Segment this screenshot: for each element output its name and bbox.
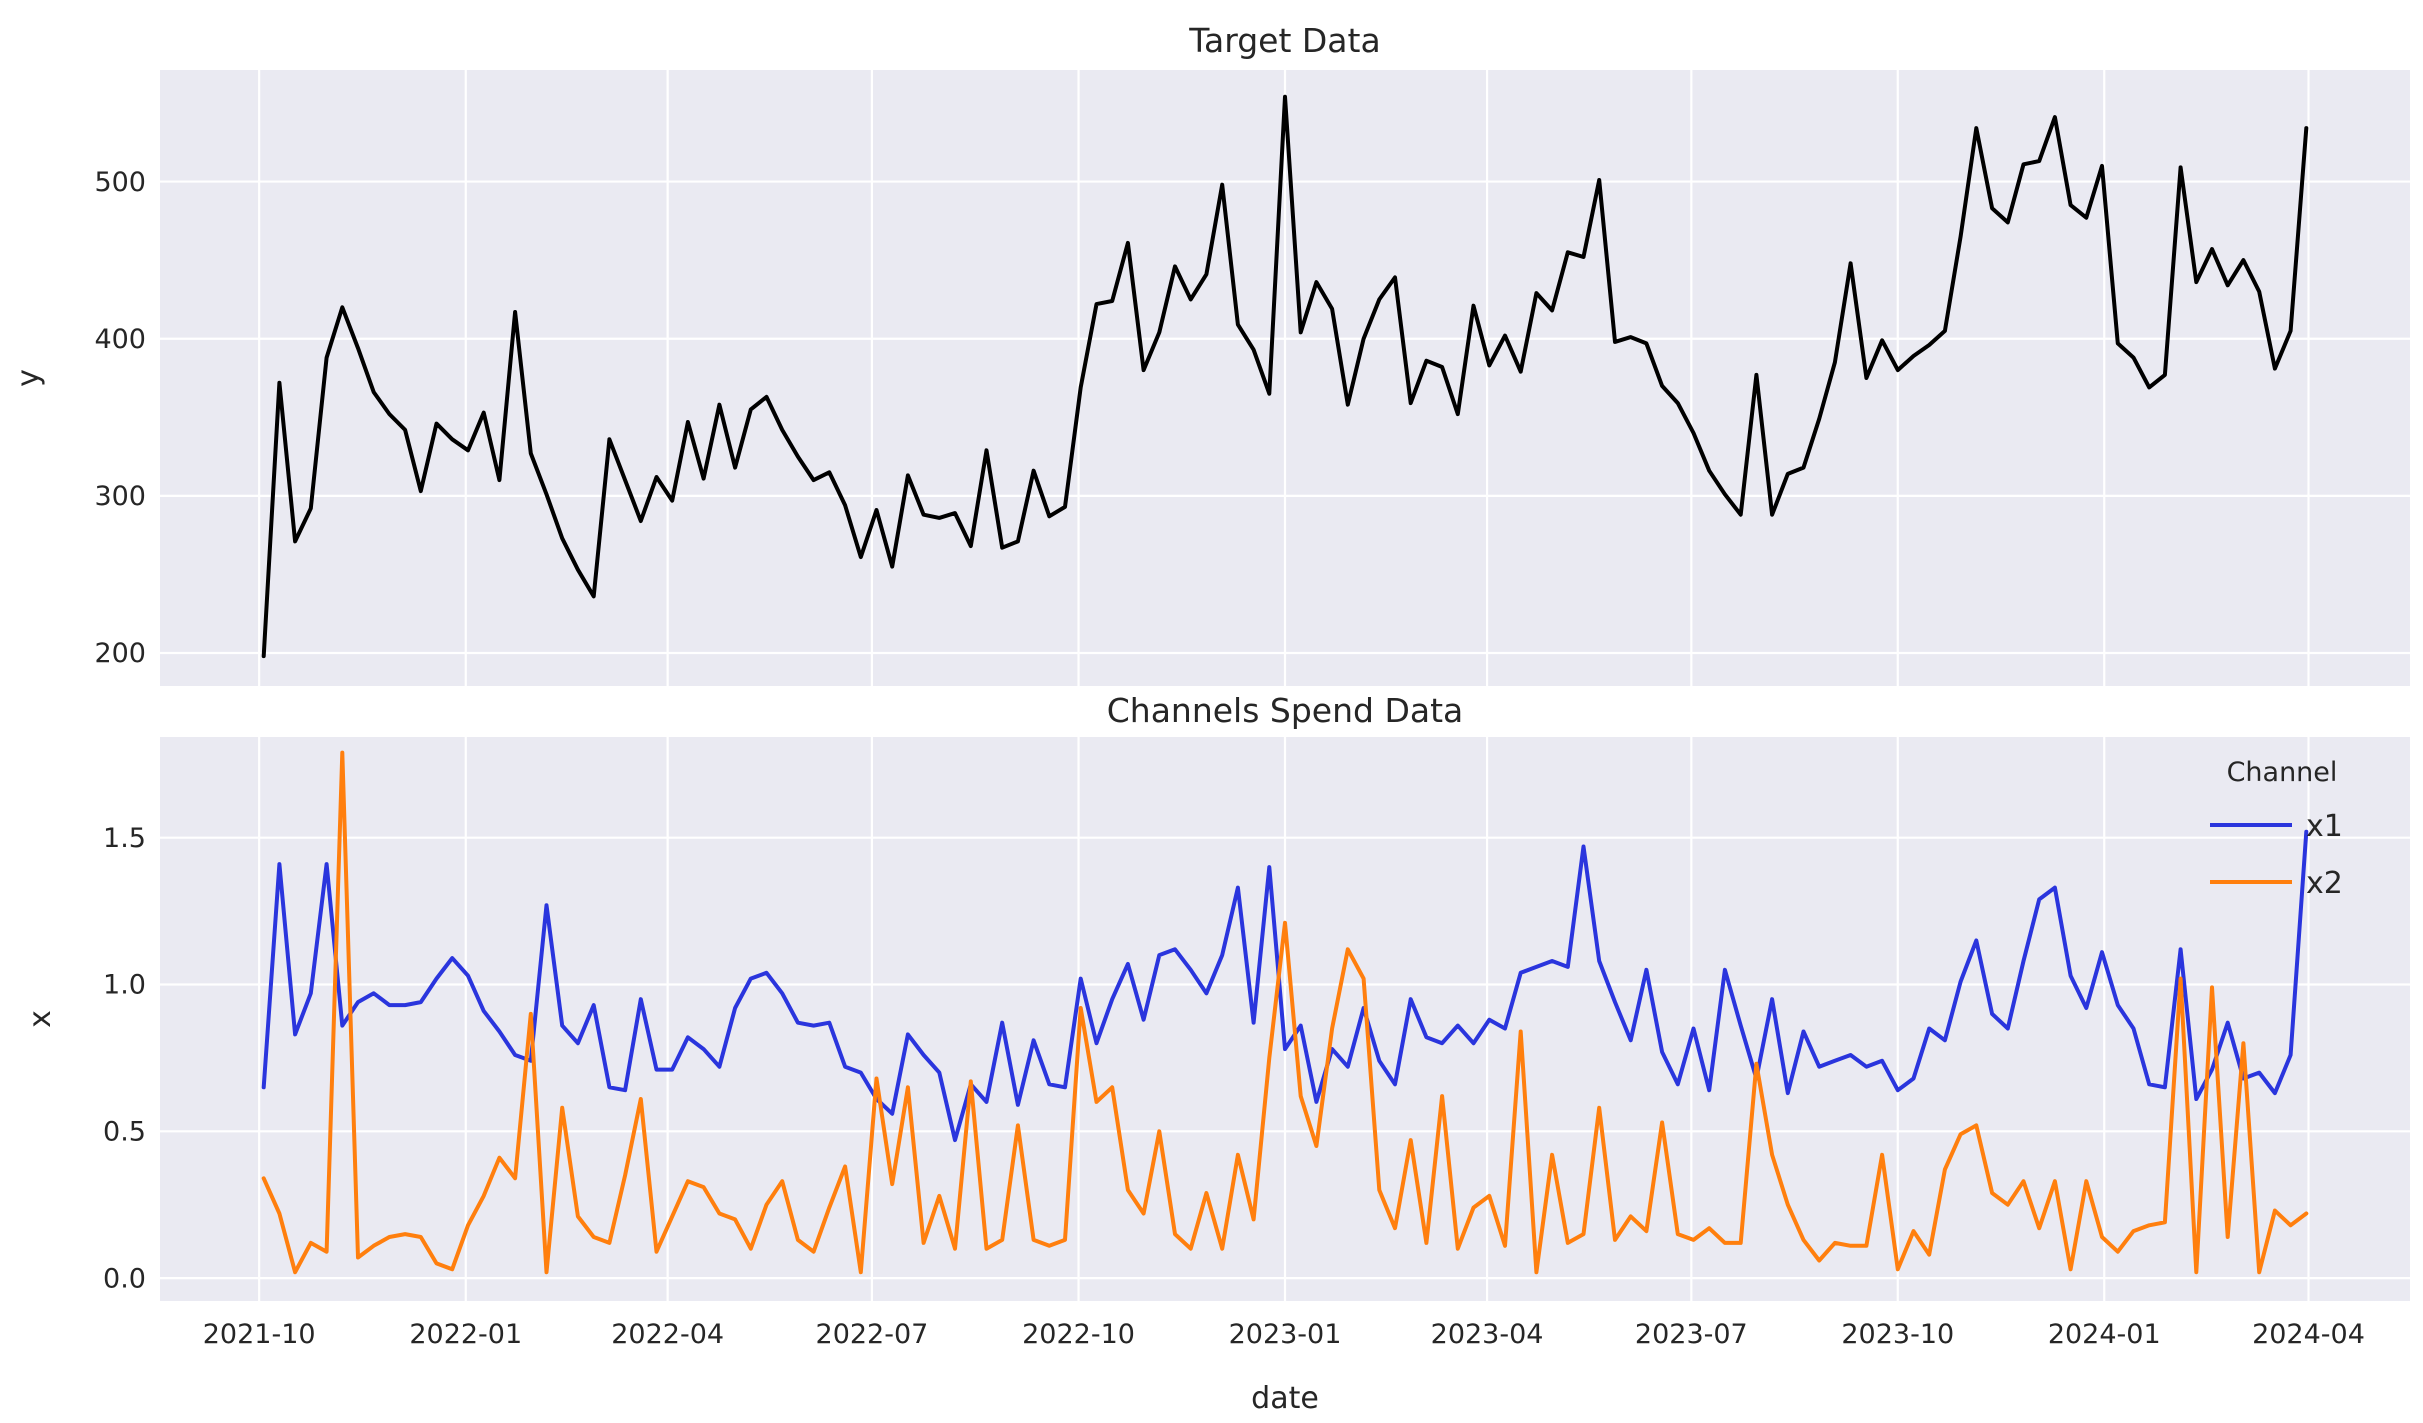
y-tick-label: 200 (94, 638, 146, 669)
x-tick-label: 2024-04 (2252, 1319, 2365, 1350)
top-chart-title: Target Data (1188, 21, 1380, 60)
series-x1-line (261, 829, 2309, 1143)
y-tick-label: 1.0 (103, 970, 146, 1001)
x-tick-label: 2021-10 (203, 1319, 316, 1350)
y-tick-label: 0.0 (103, 1263, 146, 1294)
top-chart-gridlines (160, 70, 2410, 686)
x-axis-label: date (1251, 1381, 1319, 1416)
x-tick-label: 2023-10 (1841, 1319, 1954, 1350)
bottom-chart-title: Channels Spend Data (1107, 691, 1464, 730)
legend-label-x2: x2 (2306, 866, 2343, 901)
x-tick-label: 2022-07 (816, 1319, 929, 1350)
x-tick-label: 2022-01 (409, 1319, 522, 1350)
x-tick-label: 2024-01 (2048, 1319, 2161, 1350)
x-tick-label: 2023-01 (1229, 1319, 1342, 1350)
legend: Channel x1 x2 (2210, 757, 2343, 901)
bottom-y-axis-label: x (23, 1010, 58, 1028)
y-tick-label: 500 (94, 167, 146, 198)
y-tick-label: 400 (94, 324, 146, 355)
y-tick-label: 0.5 (103, 1116, 146, 1147)
x-tick-label: 2023-04 (1431, 1319, 1544, 1350)
series-y-line (261, 94, 2309, 659)
x-tick-label: 2022-04 (611, 1319, 724, 1350)
y-tick-label: 300 (94, 481, 146, 512)
y-tick-label: 1.5 (103, 823, 146, 854)
bottom-chart-tick-labels: 2021-10 2022-01 2022-04 2022-07 2022-10 2023-… (103, 823, 2365, 1350)
channel-spend-series (261, 750, 2309, 1275)
x-tick-label: 2022-10 (1022, 1319, 1135, 1350)
x-tick-label: 2023-07 (1635, 1319, 1748, 1350)
legend-title: Channel (2227, 757, 2338, 788)
target-data-series (261, 94, 2309, 659)
legend-label-x1: x1 (2306, 809, 2343, 844)
series-x2-line (261, 750, 2309, 1275)
top-chart-tick-labels: 200 300 400 500 (94, 167, 146, 669)
bottom-chart-gridlines (160, 737, 2410, 1301)
top-y-axis-label: y (11, 369, 46, 387)
